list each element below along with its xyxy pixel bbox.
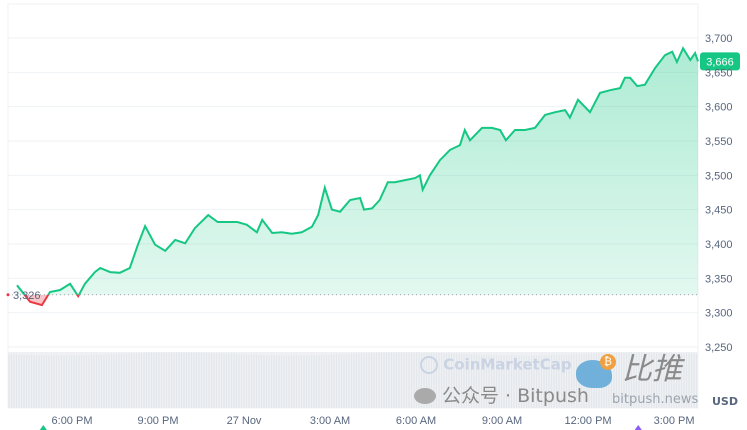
price-area-down (24, 294, 79, 306)
current-price-label: 3,666 (706, 56, 734, 68)
event-marker-icon[interactable] (38, 425, 48, 430)
x-tick-label: 9:00 PM (138, 415, 179, 427)
y-tick-label: 3,450 (705, 205, 733, 217)
y-tick-label: 3,600 (705, 102, 733, 114)
baseline-marker (6, 293, 10, 297)
y-tick-label: 3,350 (705, 273, 733, 285)
price-area-up (17, 48, 698, 295)
y-tick-label: 3,700 (705, 33, 733, 45)
volume-bars (8, 352, 697, 408)
y-tick-label: 3,500 (705, 170, 733, 182)
price-line-up (16, 46, 699, 295)
x-tick-label: 9:00 AM (482, 415, 522, 427)
y-tick-label: 3,400 (705, 239, 733, 251)
y-tick-label: 3,550 (705, 136, 733, 148)
y-tick-label: 3,650 (705, 67, 733, 79)
y-tick-label: 3,250 (705, 342, 733, 354)
event-marker-icon[interactable] (633, 425, 643, 430)
x-tick-label: 12:00 PM (565, 415, 612, 427)
x-tick-label: 6:00 AM (396, 415, 436, 427)
x-tick-label: 3:00 AM (310, 415, 350, 427)
current-price-badge (700, 52, 740, 71)
y-tick-label: 3,300 (705, 308, 733, 320)
baseline-label: 3,326 (13, 290, 41, 302)
x-axis: 6:00 PM 9:00 PM 27 Nov 3:00 AM 6:00 AM 9:00 A… (52, 415, 695, 427)
x-tick-label: 3:00 PM (654, 415, 695, 427)
x-tick-label: 6:00 PM (52, 415, 93, 427)
y-axis: 3,250 3,300 3,350 3,400 3,450 3,500 3,550 3,600… (705, 33, 733, 354)
x-tick-label: 27 Nov (227, 415, 262, 427)
